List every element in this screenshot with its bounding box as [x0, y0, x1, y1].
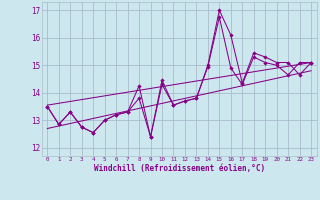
X-axis label: Windchill (Refroidissement éolien,°C): Windchill (Refroidissement éolien,°C) [94, 164, 265, 173]
